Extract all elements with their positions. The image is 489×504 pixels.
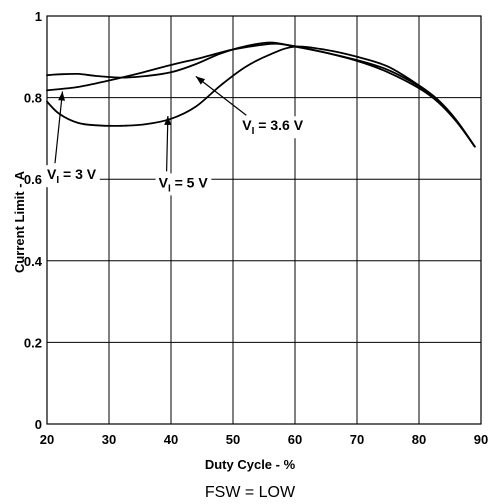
series-lines <box>46 41 476 148</box>
annotation-background <box>155 173 212 196</box>
annotation-label: VI = 5 V <box>159 174 209 194</box>
tick-labels: 20 30 40 50 60 70 80 90 0 0.2 0.4 0.6 0.8 1 <box>24 9 488 447</box>
x-tick-label: 20 <box>40 432 54 447</box>
annotation-arrow-line <box>54 91 64 164</box>
x-tick-label: 30 <box>102 432 116 447</box>
x-tick-label: 50 <box>226 432 240 447</box>
annotations: VI = 3 V VI = 5 V VI = 3.6 V <box>44 75 307 196</box>
annotation-label: VI = 3 V <box>47 166 97 186</box>
annotation-arrowhead <box>164 115 172 126</box>
annotation-arrowhead <box>58 91 66 101</box>
x-tick-label: 80 <box>412 432 426 447</box>
grid <box>46 15 482 425</box>
y-tick-label: 0.4 <box>24 254 43 269</box>
annotation-background <box>44 165 100 188</box>
annotation-arrow-line <box>195 75 247 116</box>
annotation-background <box>239 116 307 139</box>
x-tick-label: 90 <box>474 432 488 447</box>
x-tick-label: 60 <box>288 432 302 447</box>
y-tick-label: 0 <box>35 417 42 432</box>
annotation-arrow-line <box>166 115 169 172</box>
y-tick-label: 0.6 <box>24 172 42 187</box>
curve-annotation: VI = 5 V <box>155 115 212 196</box>
y-tick-label: 0.8 <box>24 91 42 106</box>
curve-annotation: VI = 3 V <box>44 91 100 188</box>
condition-footnote: FSW = LOW <box>205 484 296 501</box>
y-tick-label: 0.2 <box>24 335 42 350</box>
annotation-arrowhead <box>195 76 206 85</box>
series-line <box>46 42 476 148</box>
x-axis-title: Duty Cycle - % <box>205 457 296 472</box>
x-tick-label: 40 <box>164 432 178 447</box>
y-axis-title: Current Limit - A <box>12 170 27 273</box>
series-line <box>46 45 476 148</box>
y-tick-label: 1 <box>35 9 42 24</box>
plot-frame <box>46 15 482 425</box>
curve-annotation: VI = 3.6 V <box>195 75 307 139</box>
annotation-label: VI = 3.6 V <box>242 117 303 137</box>
x-tick-label: 70 <box>350 432 364 447</box>
